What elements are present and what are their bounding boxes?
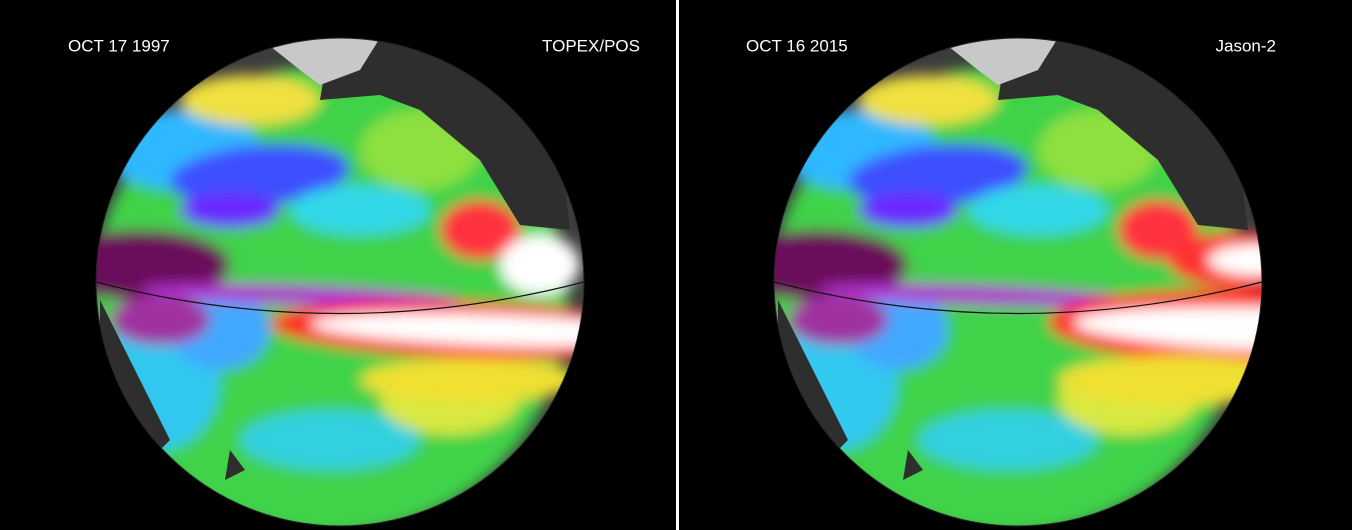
anomaly-patch — [968, 185, 1108, 235]
globe-outline — [773, 37, 1263, 527]
anomaly-patch — [774, 230, 908, 300]
landmass — [903, 450, 923, 480]
anomaly-patch — [818, 283, 1138, 307]
anomaly-patch — [848, 144, 1028, 206]
anomaly-patch — [110, 295, 210, 345]
anomaly-patch — [240, 410, 420, 470]
satellite-label: TOPEX/POS — [542, 36, 640, 55]
anomaly-patch — [788, 295, 888, 345]
ice — [943, 38, 1058, 85]
globe-outline — [95, 37, 585, 527]
anomaly-patch — [170, 144, 350, 206]
landmass — [100, 300, 170, 470]
equator-line — [96, 281, 584, 315]
anomaly-patch — [360, 358, 580, 402]
anomaly-patch — [500, 235, 580, 295]
ice — [265, 38, 380, 85]
anomaly-patch — [440, 200, 520, 260]
anomaly-patch — [1118, 200, 1198, 260]
date-label: OCT 16 2015 — [746, 36, 848, 55]
anomaly-patch — [918, 410, 1098, 470]
anomaly-patch — [858, 75, 998, 125]
globe — [96, 38, 584, 526]
equator-line — [774, 281, 1262, 315]
satellite-label: Jason-2 — [1216, 36, 1276, 55]
landmass — [778, 300, 848, 470]
landmass — [225, 450, 245, 480]
anomaly-patch — [1073, 306, 1262, 354]
anomaly-patch — [180, 75, 320, 125]
anomaly-patch — [290, 185, 430, 235]
divider — [676, 0, 679, 530]
anomaly-patch — [1208, 244, 1262, 276]
anomaly-patch — [180, 192, 280, 228]
anomaly-patch — [858, 192, 958, 228]
anomaly-patch — [140, 283, 460, 307]
anomaly-patch — [96, 230, 230, 300]
date-label: OCT 17 1997 — [68, 36, 170, 55]
